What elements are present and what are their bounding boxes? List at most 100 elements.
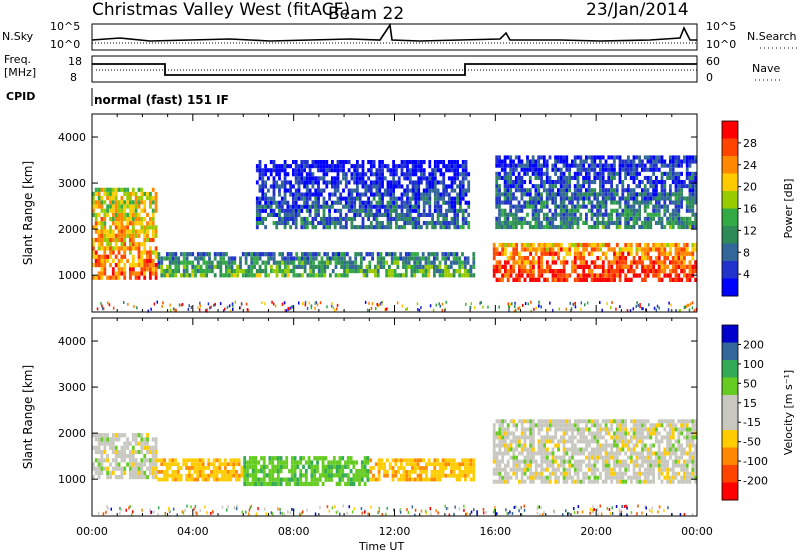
power-cell [529,247,532,252]
velocity-cell [92,445,95,450]
velocity-cell [386,473,389,478]
power-cell [685,264,689,269]
velocity-cell [546,479,549,484]
velocity-cell [537,423,541,428]
velocity-cell [593,451,597,456]
power-cell [551,192,555,197]
power-cell [669,196,672,201]
power-cell [100,233,104,238]
power-cell [185,252,189,257]
velocity-cell [134,449,138,455]
power-cell [506,188,510,193]
velocity-cell [355,477,359,482]
velocity-cell [210,470,213,474]
power-cell [182,252,186,257]
power-cell [157,256,161,261]
velocity-cell [129,449,132,455]
velocity-cell [109,475,112,480]
power-cell [303,264,307,269]
power-cell [587,264,591,269]
power-cell [319,164,323,169]
power-cell [292,212,295,217]
power-cell [317,192,320,197]
velocity-cell [529,479,532,484]
power-cell [537,247,541,252]
power-cell [613,159,616,164]
power-cell [389,216,393,221]
power-cell [455,260,459,265]
velocity-cell [579,463,583,468]
velocity-cell [120,454,124,459]
power-colorbar-swatch [722,121,738,139]
power-cell [632,256,636,261]
velocity-cell [582,419,586,424]
power-cell [314,216,318,221]
power-cell [146,225,149,230]
velocity-cell [324,464,328,469]
power-cell [376,252,380,257]
power-cell [512,225,515,230]
power-cell [420,168,423,173]
power-cell [103,237,107,243]
velocity-cell [450,458,453,463]
velocity-cell [529,463,532,468]
power-cell [393,252,397,257]
power-cell [632,175,636,180]
power-cell [624,225,627,230]
velocity-cell [498,435,502,440]
power-cell [528,225,532,230]
power-cell [134,275,138,280]
velocity-cell [615,475,619,480]
velocity-cell [520,443,524,448]
velocity-cell [285,481,289,487]
power-cell [590,208,594,213]
power-cell [397,212,401,217]
velocity-cell [604,423,608,428]
power-cell [604,163,608,168]
power-cell [624,204,627,209]
power-cell [576,225,580,230]
power-cell [428,208,432,213]
power-cell [509,167,513,172]
velocity-cell [140,445,144,450]
power-cell [669,220,672,225]
velocity-cell [627,431,630,436]
power-cell [514,208,518,213]
power-cell [303,176,306,181]
velocity-cell [515,463,518,468]
velocity-cell [466,473,470,478]
power-cell [255,168,259,173]
power-cell [467,204,471,209]
power-cell [272,164,276,169]
velocity-cell [251,469,255,474]
velocity-feature-midday-ground [157,458,244,482]
power-cell [381,168,384,173]
velocity-cell [316,477,319,482]
power-noise-cell [530,300,532,304]
power-cell [635,167,639,172]
power-cell [428,212,432,217]
power-cell [559,192,563,197]
power-cell [213,273,217,278]
power-noise-cell [482,305,484,309]
power-cell [154,225,158,230]
power-cell [531,196,535,201]
velocity-cell [123,454,127,459]
velocity-cell [576,451,580,456]
power-cell [447,184,451,189]
velocity-cell [154,437,158,442]
power-noise-cell [538,304,540,308]
power-cell [303,269,307,274]
power-cell [646,175,650,180]
power-cell [442,180,446,185]
power-cell [422,188,426,193]
power-cell [501,251,504,256]
power-cell [311,160,315,165]
velocity-cell [103,433,107,438]
power-noise-cell [332,306,335,310]
velocity-cell [154,441,158,446]
power-cell [649,192,653,197]
power-cell [250,256,254,261]
velocity-cell [587,451,591,456]
power-cell [503,167,507,172]
